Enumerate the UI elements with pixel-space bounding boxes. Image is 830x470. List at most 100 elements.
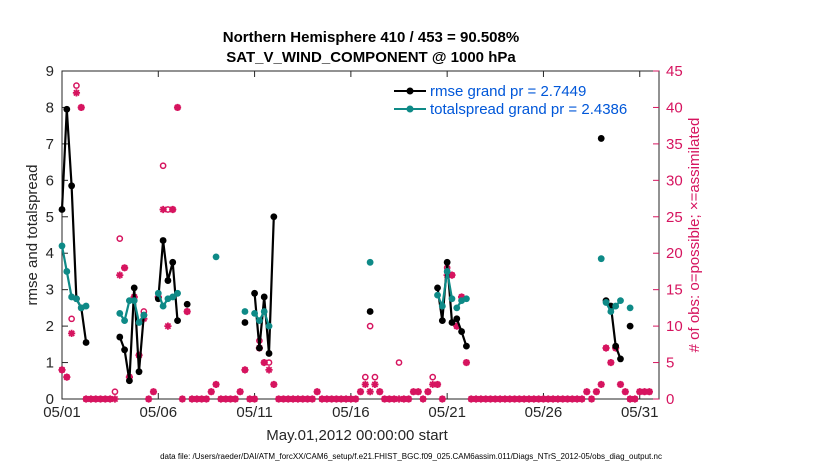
obs-assimilated-marker <box>183 307 191 316</box>
y-right-tick-label: 0 <box>666 391 674 408</box>
obs-assimilated-marker <box>279 395 288 403</box>
spread-point <box>154 289 162 297</box>
spread-point <box>443 268 451 275</box>
obs-assimilated-marker <box>96 395 105 403</box>
legend: rmse grand pr = 2.7449 totalspread grand… <box>394 83 627 118</box>
obs-assimilated-marker <box>486 395 495 403</box>
obs-assimilated-marker <box>361 380 369 389</box>
obs-assimilated-marker <box>149 388 158 396</box>
obs-assimilated-marker <box>496 395 504 403</box>
rmse-point <box>434 284 441 292</box>
obs-assimilated-marker <box>58 366 66 374</box>
y-tick-label: 8 <box>46 99 54 116</box>
y-right-tick-label: 5 <box>666 355 674 372</box>
rmse-point <box>443 258 451 266</box>
footnote: data file: /Users/raeder/DAI/ATM_forcXX/… <box>160 452 662 461</box>
line-layer <box>58 105 634 385</box>
obs-assimilated-marker <box>626 395 634 403</box>
obs-assimilated-marker <box>530 395 538 403</box>
obs-assimilated-marker <box>173 103 182 112</box>
y-right-tick-label: 35 <box>666 136 683 153</box>
obs-assimilated-marker <box>188 395 196 403</box>
rmse-point <box>135 368 143 376</box>
x-tick-label: 05/01 <box>43 404 81 421</box>
rmse-point <box>116 333 124 341</box>
obs-assimilated-marker <box>178 395 186 403</box>
obs-assimilated-marker <box>289 395 297 403</box>
obs-assimilated-marker <box>453 322 461 330</box>
legend-rmse-marker <box>406 87 414 95</box>
spread-point <box>265 322 273 330</box>
rmse-point <box>251 289 258 297</box>
obs-assimilated-marker <box>520 395 528 403</box>
obs-assimilated-marker <box>559 395 567 403</box>
x-tick-label: 05/31 <box>621 404 659 421</box>
y-right-tick-label: 45 <box>666 63 683 80</box>
spread-point <box>612 302 620 310</box>
rmse-point <box>265 350 273 357</box>
obs-assimilated-marker <box>400 395 408 403</box>
obs-assimilated-marker <box>371 380 379 389</box>
obs-assimilated-marker <box>597 380 605 389</box>
obs-assimilated-marker <box>270 380 278 389</box>
spread-point <box>140 311 148 319</box>
legend-rmse-label: rmse grand pr = 2.7449 <box>430 83 586 100</box>
obs-assimilated-marker <box>429 380 437 389</box>
obs-assimilated-marker <box>356 388 365 396</box>
spread-point <box>241 308 249 315</box>
y-right-tick-label: 20 <box>666 245 683 262</box>
y-right-tick-label: 10 <box>666 318 683 335</box>
y-axis-label-right: # of obs: o=possible; ×=assimilated <box>686 118 703 353</box>
spread-point <box>159 302 167 310</box>
x-tick-label: 05/16 <box>332 404 370 421</box>
y-axis-left: 0 1 2 3 4 5 6 7 8 9 <box>46 63 68 408</box>
obs-assimilated-marker <box>164 322 172 330</box>
y-tick-label: 5 <box>46 209 54 226</box>
x-tick-label: 05/11 <box>236 404 272 421</box>
obs-assimilated-marker <box>631 395 639 403</box>
chart-title: Northern Hemisphere 410 / 453 = 90.508% <box>223 29 519 46</box>
rmse-point <box>68 182 76 190</box>
rmse-point <box>270 213 278 221</box>
obs-assimilated-marker <box>193 395 201 403</box>
rmse-point <box>617 355 624 363</box>
spread-point <box>135 319 143 326</box>
obs-assimilated-marker <box>328 395 336 403</box>
obs-assimilated-marker <box>472 395 480 403</box>
obs-assimilated-marker <box>385 395 393 403</box>
obs-assimilated-marker <box>380 395 389 403</box>
obs-assimilated-marker <box>275 395 283 403</box>
obs-assimilated-marker <box>549 395 557 403</box>
y-tick-label: 7 <box>46 136 54 153</box>
obs-assimilated-marker <box>525 395 533 403</box>
x-tick-label: 05/26 <box>525 404 563 421</box>
obs-assimilated-marker <box>462 358 471 367</box>
obs-assimilated-marker <box>390 395 398 403</box>
obs-assimilated-marker <box>587 395 596 403</box>
obs-assimilated-marker <box>501 395 509 403</box>
rmse-point <box>174 317 181 325</box>
spread-point <box>366 258 374 266</box>
obs-possible-marker <box>159 162 167 170</box>
legend-spread-marker <box>406 105 414 113</box>
chart-subtitle: SAT_V_WIND_COMPONENT @ 1000 hPa <box>226 49 516 66</box>
y-right-tick-label: 40 <box>666 99 683 116</box>
rmse-point <box>63 105 71 113</box>
y-axis-right: 0 5 10 15 20 25 30 35 40 45 <box>653 63 683 408</box>
y-tick-label: 1 <box>46 355 54 372</box>
y-right-tick-label: 15 <box>666 282 683 299</box>
obs-assimilated-marker <box>231 395 239 403</box>
obs-assimilated-marker <box>515 395 523 403</box>
spread-point <box>174 289 181 297</box>
obs-assimilated-marker <box>323 395 331 403</box>
obs-assimilated-marker <box>458 293 466 301</box>
rmse-point <box>58 206 66 213</box>
obs-assimilated-marker <box>583 388 591 396</box>
obs-assimilated-marker <box>337 395 345 403</box>
obs-possible-marker <box>361 373 369 381</box>
y-tick-label: 3 <box>46 282 54 299</box>
obs-assimilated-marker <box>395 395 403 403</box>
y-right-tick-label: 30 <box>666 172 683 189</box>
obs-assimilated-marker <box>347 395 355 403</box>
obs-assimilated-marker <box>491 395 499 403</box>
